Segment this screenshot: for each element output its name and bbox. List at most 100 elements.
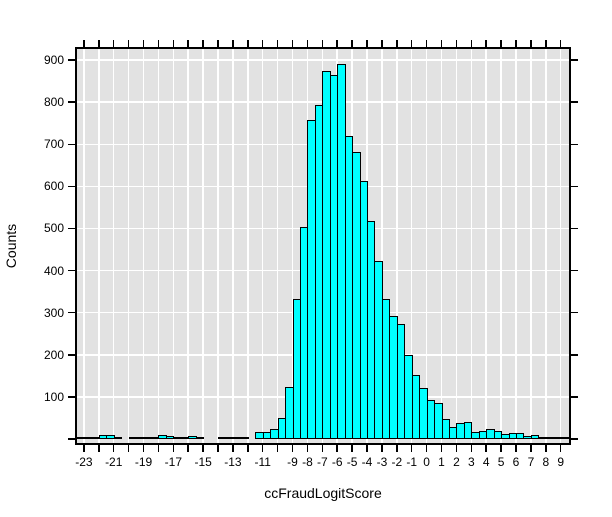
x-axis-tick-bottom [321,445,324,452]
x-tick-label: -13 [224,455,242,469]
x-tick-label: -17 [164,455,182,469]
x-tick-label: -5 [346,455,358,469]
x-axis-tick-bottom [127,445,130,452]
x-axis-tick-bottom [396,445,398,452]
x-axis-tick-bottom [485,445,487,452]
y-tick-label: 100 [43,389,64,404]
x-axis-tick-top [559,40,562,47]
x-tick-label: 9 [557,455,565,469]
vertical-gridline [545,47,547,445]
x-axis-tick-bottom [247,445,249,452]
x-axis-tick-top [83,40,85,47]
vertical-gridline [485,47,487,445]
x-axis-tick-bottom [142,445,145,452]
x-axis-tick-top [142,40,145,47]
y-tick-label: 800 [43,95,64,110]
vertical-gridline [187,47,189,445]
x-axis-tick-top [172,40,175,47]
vertical-gridline [232,47,234,445]
x-axis-tick-top [485,40,487,47]
x-axis-tick-bottom [545,445,547,452]
y-axis-tick-left [68,143,75,145]
x-axis-tick-bottom [187,445,189,452]
x-axis-tick-top [98,40,100,47]
x-axis-tick-top [232,40,234,47]
vertical-gridline [202,47,204,445]
vertical-gridline [142,47,145,445]
x-axis-tick-bottom [336,445,338,452]
vertical-gridline [98,47,100,445]
horizontal-gridline [75,59,571,61]
x-axis-tick-bottom [98,445,100,452]
x-axis-tick-top [261,40,264,47]
y-axis-tick-right [571,227,578,230]
vertical-gridline [500,47,502,445]
vertical-gridline [276,47,279,445]
x-tick-label: 1 [438,455,445,469]
y-axis-tick-right [571,354,578,356]
x-tick-label: 6 [512,455,520,469]
x-tick-label: -9 [287,455,298,469]
histogram-bar [196,437,204,439]
x-axis-tick-bottom [276,445,279,452]
histogram-bar [464,422,472,439]
x-axis-tick-bottom [366,445,368,452]
x-tick-label: -11 [254,455,271,469]
x-axis-tick-top [247,40,249,47]
x-axis-tick-top [381,40,383,47]
x-axis-tick-top [306,40,309,47]
x-axis-tick-bottom [381,445,383,452]
vertical-gridline [261,47,264,445]
x-axis-tick-top [202,40,204,47]
x-axis-tick-bottom [232,445,234,452]
y-axis-tick-right [571,101,578,103]
x-axis-tick-bottom [530,445,532,452]
x-axis-tick-bottom [172,445,175,452]
vertical-gridline [157,47,160,445]
x-axis-tick-top [425,40,428,47]
vertical-gridline [559,47,562,445]
y-tick-label: 600 [43,179,64,194]
x-axis-tick-top [470,40,473,47]
y-axis-tick-left [68,269,75,272]
y-axis-tick-left [68,438,75,440]
y-axis-tick-right [571,311,578,314]
x-axis-tick-bottom [515,445,517,452]
x-tick-label: -2 [391,455,403,469]
x-tick-label: -8 [302,455,313,469]
x-tick-label: -23 [75,455,93,469]
x-axis-tick-bottom [440,445,443,452]
vertical-gridline [127,47,130,445]
x-tick-label: -1 [406,455,418,469]
y-axis-title: Counts [3,223,19,269]
x-axis-tick-top [112,40,115,47]
y-axis-tick-left [68,227,75,230]
plot-panel [75,47,571,445]
x-axis-tick-top [351,40,353,47]
x-axis-tick-top [366,40,368,47]
x-tick-label: -3 [376,455,388,469]
y-axis-tick-left [68,59,75,61]
y-axis-tick-left [68,101,75,103]
x-tick-label: 8 [542,455,550,469]
x-axis-tick-top [410,40,413,47]
x-tick-label: -4 [361,455,373,469]
x-axis-tick-bottom [410,445,413,452]
x-axis-tick-bottom [425,445,428,452]
x-tick-label: -15 [194,455,212,469]
y-axis-tick-left [68,396,75,398]
x-axis-tick-top [127,40,130,47]
y-tick-label: 700 [43,137,64,152]
x-tick-label: 0 [423,455,430,469]
x-axis-tick-bottom [157,445,160,452]
x-axis-tick-top [440,40,443,47]
vertical-gridline [440,47,443,445]
x-axis-tick-bottom [217,445,219,452]
y-axis-tick-right [571,396,578,398]
x-axis-tick-top [291,40,294,47]
vertical-gridline [396,47,398,445]
x-tick-label: -21 [105,455,123,469]
vertical-gridline [381,47,383,445]
vertical-gridline [217,47,219,445]
